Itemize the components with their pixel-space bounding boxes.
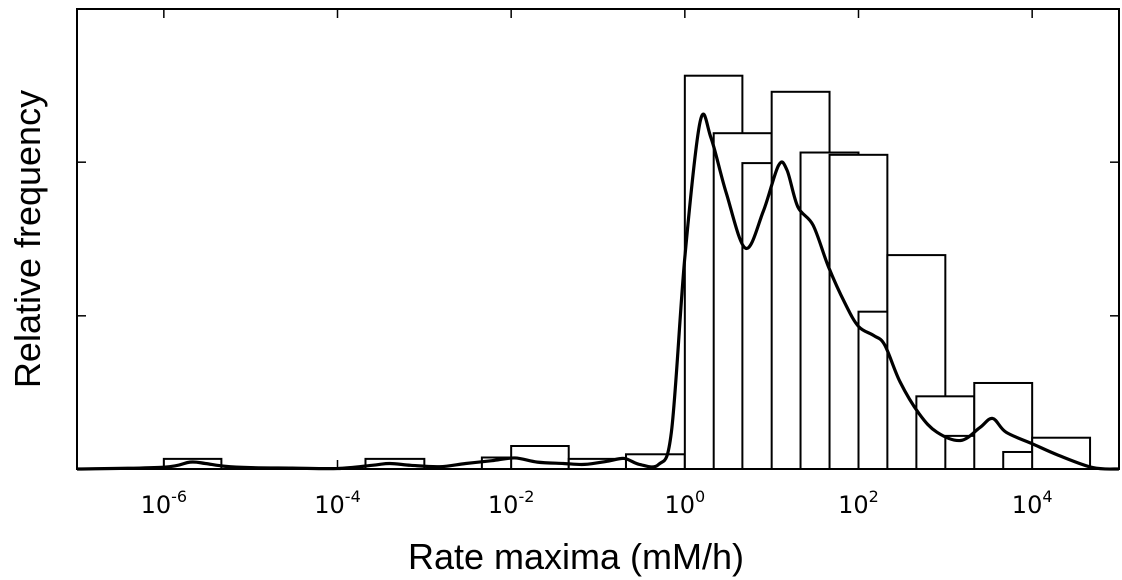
x-tick-label: 104 [1012,487,1053,519]
y-axis-title: Relative frequency [7,90,48,388]
x-axis-title: Rate maxima (mM/h) [408,536,744,577]
density-curve [76,112,1120,471]
histogram-bars [162,74,1092,471]
y-axis-ticks [77,161,1119,470]
x-tick-label: 10-6 [141,487,188,519]
x-axis-ticks: 10-6 10-4 10-2 100 102 104 [141,9,1053,519]
x-tick-label: 10-4 [314,487,361,519]
plot-frame [76,8,1120,470]
x-tick-label: 102 [838,487,879,519]
x-tick-label: 10-2 [488,487,534,519]
x-tick-label: 100 [664,487,705,519]
